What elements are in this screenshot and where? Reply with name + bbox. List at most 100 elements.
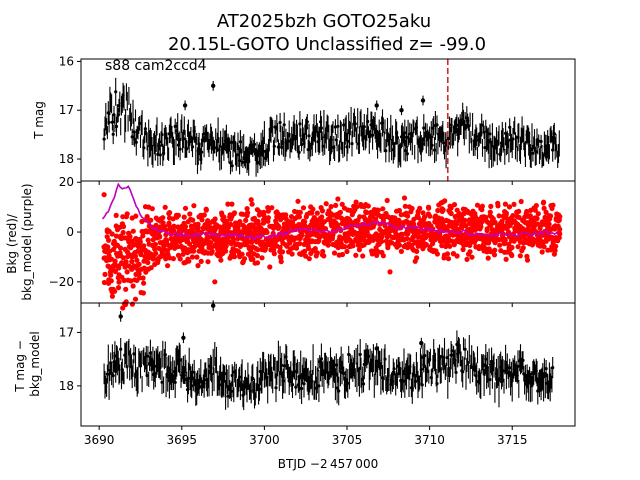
bkg-point bbox=[127, 233, 133, 240]
bkg-point bbox=[300, 205, 307, 211]
bkg-point bbox=[207, 240, 213, 246]
bkg-point bbox=[129, 301, 135, 307]
bottom-panel-frame bbox=[80, 302, 576, 427]
lightcurve-point bbox=[130, 135, 134, 139]
bkg-point bbox=[157, 234, 163, 240]
lightcurve-point bbox=[358, 352, 362, 357]
bkg-point bbox=[373, 216, 379, 222]
lightcurve-point bbox=[319, 357, 323, 361]
lightcurve-point bbox=[272, 144, 276, 148]
bkg-point bbox=[198, 258, 204, 264]
bkg-point bbox=[109, 293, 115, 299]
bkg-point bbox=[325, 242, 331, 248]
lightcurve-point bbox=[229, 140, 233, 144]
lightcurve-point bbox=[423, 354, 427, 358]
lightcurve-outlier-point bbox=[374, 346, 379, 351]
bkg-point bbox=[175, 224, 181, 230]
bkg-point bbox=[116, 279, 122, 285]
lightcurve-point bbox=[488, 378, 492, 382]
lightcurve-point bbox=[132, 352, 136, 356]
bkg-point bbox=[417, 205, 423, 211]
lightcurve-outlier-point bbox=[374, 103, 379, 108]
bkg-point bbox=[259, 255, 265, 261]
bkg-point bbox=[319, 214, 325, 220]
bkg-point bbox=[181, 214, 187, 220]
bkg-point bbox=[167, 210, 173, 216]
lightcurve-point bbox=[158, 153, 162, 157]
lightcurve-point bbox=[252, 142, 257, 146]
x-tick-label: 3690 bbox=[84, 433, 115, 447]
middle-y-tick-label: 0 bbox=[66, 225, 74, 239]
bkg-point bbox=[404, 236, 410, 242]
bkg-point bbox=[331, 250, 338, 256]
bkg-point bbox=[120, 223, 127, 230]
bkg-point bbox=[479, 203, 485, 209]
lightcurve-point bbox=[143, 127, 147, 131]
bkg-point bbox=[148, 217, 154, 223]
bkg-point bbox=[120, 255, 126, 261]
bkg-point bbox=[557, 214, 563, 220]
bkg-point bbox=[182, 224, 189, 230]
bkg-point bbox=[293, 245, 300, 251]
bkg-point bbox=[225, 201, 231, 207]
bkg-point bbox=[299, 232, 305, 238]
bkg-point bbox=[396, 242, 402, 248]
bkg-point bbox=[509, 244, 515, 251]
bkg-point bbox=[141, 243, 147, 249]
bkg-point bbox=[422, 214, 428, 220]
bkg-point bbox=[302, 248, 308, 254]
bkg-point bbox=[409, 242, 415, 248]
lightcurve-point bbox=[426, 360, 430, 364]
bkg-point bbox=[132, 253, 139, 259]
bkg-point bbox=[557, 231, 563, 237]
bkg-point bbox=[463, 223, 469, 229]
bkg-point bbox=[297, 241, 303, 247]
bkg-point bbox=[113, 233, 120, 239]
lightcurve-point bbox=[531, 151, 535, 155]
bkg-point bbox=[302, 222, 308, 228]
lightcurve-point bbox=[405, 152, 409, 156]
bkg-point bbox=[354, 204, 360, 210]
bkg-point bbox=[506, 204, 513, 210]
lightcurve-point bbox=[165, 136, 169, 141]
lightcurve-point bbox=[160, 133, 164, 137]
chart-title-line1: AT2025bzh GOTO25aku bbox=[217, 11, 431, 32]
bkg-point bbox=[379, 238, 385, 244]
lightcurve-point bbox=[321, 144, 325, 148]
lightcurve-point bbox=[435, 123, 439, 127]
bkg-point bbox=[203, 207, 209, 213]
bottom-y-tick-label: 17 bbox=[59, 325, 74, 339]
top-panel-annotation: s88 cam2ccd4 bbox=[105, 58, 207, 74]
top-y-tick-label: 16 bbox=[59, 54, 74, 68]
bkg-point bbox=[136, 261, 142, 267]
bkg-point bbox=[189, 254, 195, 260]
lightcurve-point bbox=[442, 141, 446, 145]
panel-top-lightcurve: 16 17 18 s88 cam2ccd4 T mag bbox=[32, 54, 576, 185]
bkg-point bbox=[342, 244, 348, 250]
bkg-point bbox=[119, 260, 125, 266]
bkg-point bbox=[261, 209, 267, 215]
bkg-point bbox=[440, 207, 446, 213]
lightcurve-point bbox=[508, 366, 512, 370]
bkg-point bbox=[435, 207, 441, 214]
x-axis: 3690 3695 3700 3705 3710 3715 bbox=[84, 433, 528, 447]
bkg-point bbox=[195, 221, 201, 227]
lightcurve-point bbox=[419, 368, 423, 372]
lightcurve-point bbox=[228, 161, 233, 165]
bkg-point bbox=[478, 224, 484, 230]
bkg-point bbox=[297, 209, 303, 215]
lightcurve-point bbox=[430, 143, 434, 147]
bkg-point bbox=[503, 256, 509, 262]
lightcurve-point bbox=[435, 382, 439, 386]
bottom-y-label: T mag − bkg_model bbox=[13, 331, 42, 397]
bkg-point bbox=[243, 217, 249, 223]
bkg-point bbox=[170, 256, 176, 262]
lightcurve-outlier-point bbox=[211, 83, 216, 89]
bkg-point bbox=[337, 209, 343, 215]
bkg-point bbox=[550, 202, 556, 208]
bkg-outlier-point bbox=[248, 197, 254, 203]
lightcurve-point bbox=[403, 131, 407, 135]
bkg-point bbox=[425, 204, 432, 210]
